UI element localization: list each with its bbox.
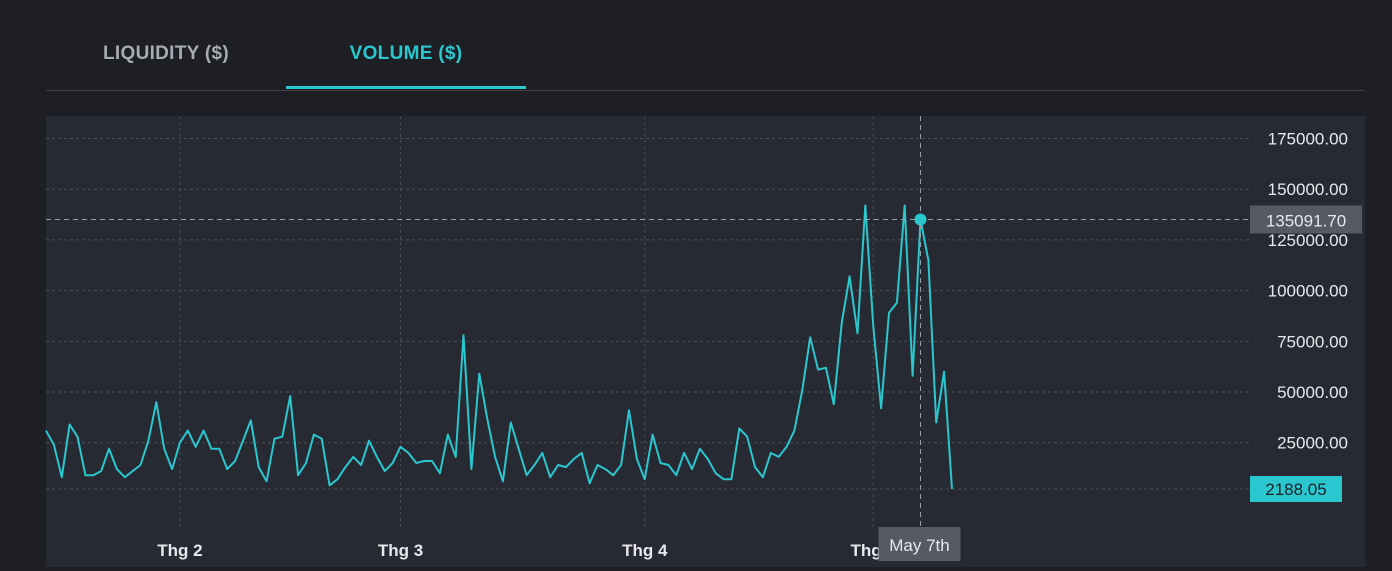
- last-value-box: [1250, 476, 1342, 502]
- y-axis: 25000.00 50000.00 75000.00 100000.00 125000.…: [1268, 130, 1348, 453]
- chart-tabs: LIQUIDITY ($) VOLUME ($): [46, 0, 1365, 91]
- crosshair: 135091.70 May 7th: [46, 116, 1362, 561]
- y-tick-label: 25000.00: [1277, 434, 1348, 453]
- last-value-label: 2188.05: [1265, 480, 1326, 499]
- crosshair-y-label: 135091.70: [1266, 211, 1346, 230]
- y-tick-label: 100000.00: [1268, 282, 1348, 301]
- y-tick-label: 150000.00: [1268, 180, 1348, 199]
- tab-liquidity[interactable]: LIQUIDITY ($): [103, 43, 229, 64]
- crosshair-x-label: May 7th: [889, 536, 949, 555]
- crosshair-point: [914, 213, 927, 226]
- active-tab-indicator: [286, 86, 526, 89]
- crosshair-y-label-box: [1250, 205, 1362, 234]
- crosshair-x-label-box: [878, 527, 961, 561]
- last-value-marker: 2188.05: [1250, 476, 1342, 502]
- x-tick-label: Thg 3: [378, 541, 423, 560]
- y-tick-label: 125000.00: [1268, 231, 1348, 250]
- tabs-divider: [46, 90, 1365, 91]
- x-tick-label: Thg 4: [622, 541, 668, 560]
- grid-horizontal: [46, 138, 1250, 490]
- y-tick-label: 50000.00: [1277, 383, 1348, 402]
- x-tick-label: Thg 2: [157, 541, 202, 560]
- tab-volume[interactable]: VOLUME ($): [349, 43, 463, 64]
- series-line: [45, 204, 953, 490]
- y-tick-label: 175000.00: [1268, 130, 1348, 149]
- y-tick-label: 75000.00: [1277, 332, 1348, 351]
- plot-background: [46, 116, 1365, 567]
